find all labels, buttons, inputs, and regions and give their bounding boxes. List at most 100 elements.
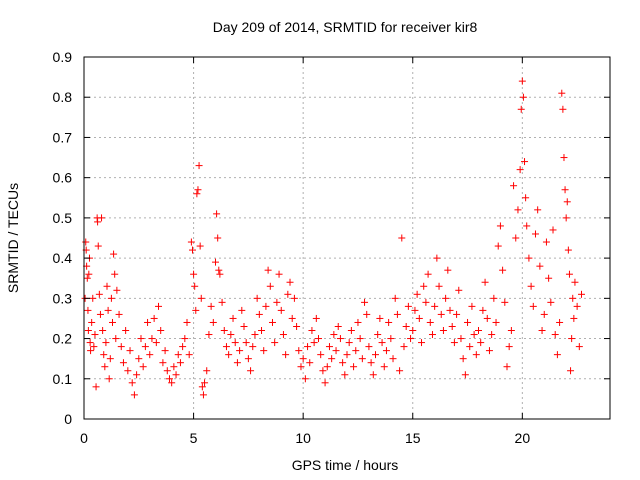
data-point: [563, 198, 571, 206]
data-point: [124, 367, 132, 375]
data-point: [402, 322, 410, 330]
data-point: [112, 335, 120, 343]
data-point: [549, 226, 557, 234]
data-point: [455, 286, 463, 294]
data-point: [516, 166, 524, 174]
data-point: [117, 343, 125, 351]
data-point: [507, 327, 515, 335]
x-tick-label: 15: [405, 430, 421, 446]
data-point: [205, 331, 213, 339]
data-point: [534, 206, 542, 214]
data-point: [378, 339, 386, 347]
data-point: [464, 318, 472, 326]
data-point: [468, 302, 476, 310]
data-point: [376, 314, 384, 322]
data-point: [310, 339, 318, 347]
y-tick-label: 0.4: [53, 250, 73, 266]
data-point: [203, 367, 211, 375]
data-point: [354, 318, 362, 326]
y-tick-label: 0.8: [53, 89, 73, 105]
data-point: [193, 190, 201, 198]
data-point: [279, 331, 287, 339]
data-point: [517, 105, 525, 113]
axis-ticks: [83, 56, 610, 420]
data-point: [108, 318, 116, 326]
x-tick-labels: 0 5 10 15 20: [80, 430, 530, 446]
data-point: [214, 234, 222, 242]
data-point: [231, 339, 239, 347]
data-point: [111, 270, 119, 278]
data-point: [251, 331, 259, 339]
data-point: [157, 327, 165, 335]
data-point: [299, 355, 307, 363]
data-point: [477, 339, 485, 347]
data-point: [446, 306, 454, 314]
data-point: [553, 351, 561, 359]
data-point: [328, 355, 336, 363]
data-point: [523, 222, 531, 230]
data-point: [122, 327, 130, 335]
data-point: [90, 343, 98, 351]
data-point: [339, 359, 347, 367]
x-tick-label: 0: [80, 430, 88, 446]
data-point: [332, 347, 340, 355]
y-axis-label: SRMTID / TECUs: [5, 183, 21, 293]
data-point: [290, 294, 298, 302]
y-tick-label: 0.3: [53, 290, 73, 306]
data-point: [422, 298, 430, 306]
data-point: [479, 306, 487, 314]
data-point: [496, 222, 504, 230]
data-point: [253, 294, 261, 302]
data-point: [411, 306, 419, 314]
data-point: [286, 278, 294, 286]
data-point: [529, 302, 537, 310]
data-point: [115, 310, 123, 318]
data-point: [130, 391, 138, 399]
data-point: [488, 331, 496, 339]
data-point: [536, 262, 544, 270]
data-point: [431, 302, 439, 310]
data-point: [330, 331, 338, 339]
data-point: [229, 314, 237, 322]
data-point: [428, 331, 436, 339]
data-point: [519, 93, 527, 101]
y-tick-label: 0.9: [53, 49, 73, 65]
data-point: [255, 310, 263, 318]
data-point: [325, 343, 333, 351]
data-point: [413, 290, 421, 298]
data-point: [187, 238, 195, 246]
x-axis-label: GPS time / hours: [292, 457, 399, 473]
data-point: [521, 158, 529, 166]
data-point: [323, 363, 331, 371]
data-point: [317, 351, 325, 359]
data-point: [453, 310, 461, 318]
data-point: [494, 242, 502, 250]
data-point: [301, 375, 309, 383]
data-point: [144, 318, 152, 326]
data-point: [275, 270, 283, 278]
data-point: [347, 327, 355, 335]
data-point: [562, 214, 570, 222]
data-point: [547, 298, 555, 306]
y-tick-label: 0.5: [53, 210, 73, 226]
data-point: [475, 327, 482, 335]
data-point: [293, 322, 301, 330]
data-point: [113, 286, 121, 294]
data-point: [319, 367, 327, 375]
data-point: [391, 294, 399, 302]
data-point: [367, 359, 375, 367]
data-point: [284, 290, 292, 298]
data-point: [86, 339, 94, 347]
data-point: [89, 294, 97, 302]
data-point: [82, 238, 90, 246]
data-point: [244, 355, 252, 363]
data-point: [470, 331, 478, 339]
data-point: [135, 355, 143, 363]
data-point: [448, 322, 456, 330]
data-point: [444, 266, 452, 274]
data-point: [190, 270, 198, 278]
y-tick-labels: 0 0.1 0.2 0.3 0.4 0.5 0.6 0.7 0.8 0.9: [53, 49, 73, 427]
data-point: [104, 306, 112, 314]
data-point: [295, 347, 303, 355]
data-point: [196, 242, 204, 250]
